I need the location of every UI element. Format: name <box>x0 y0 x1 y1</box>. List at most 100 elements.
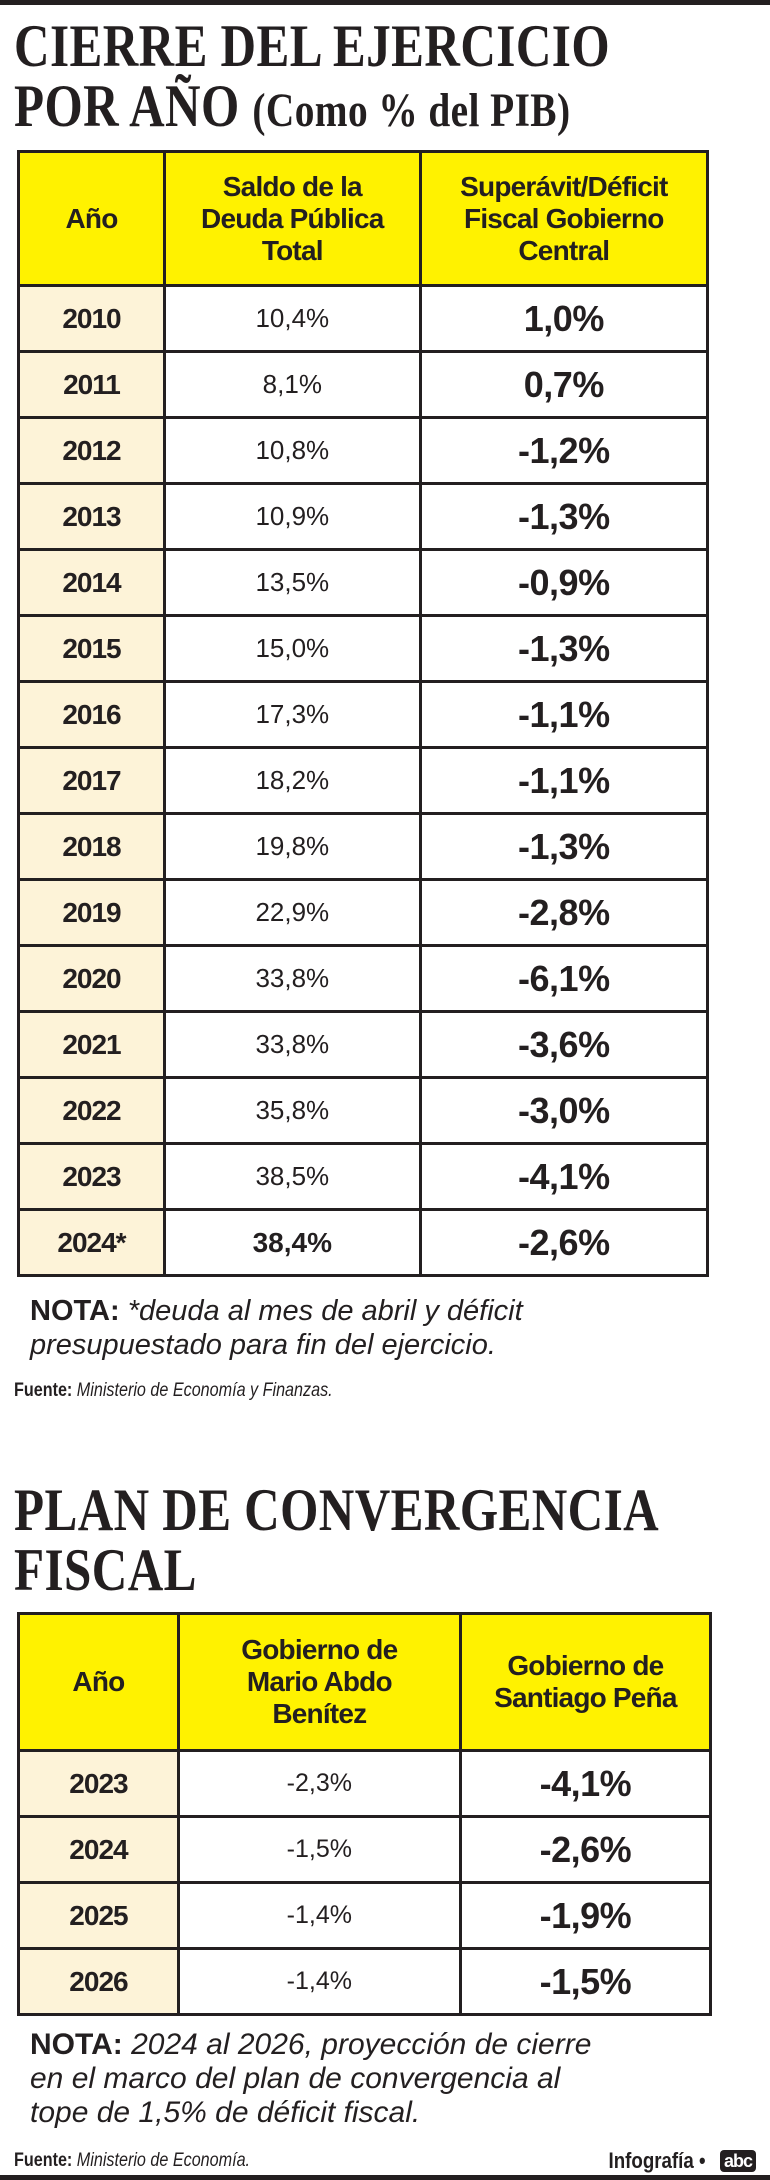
year-cell: 2011 <box>17 350 166 419</box>
value-cell: 19,8% <box>162 812 422 881</box>
value-cell: 10,8% <box>162 416 422 485</box>
year-cell: 2019 <box>17 878 166 947</box>
table-row: 2014 13,5% -0,9% <box>17 548 710 617</box>
table2-note: NOTA: 2024 al 2026, proyección de cierre… <box>30 2028 591 2130</box>
table-row: 2010 10,4% 1,0% <box>17 284 710 353</box>
table-row: 2025 -1,4% -1,9% <box>17 1881 713 1950</box>
table2-title-line1: PLAN DE CONVERGENCIA <box>14 1477 660 1543</box>
note-text: en el marco del plan de convergencia al <box>30 2062 561 2095</box>
value-cell: 10,9% <box>162 482 422 551</box>
table-row: 2011 8,1% 0,7% <box>17 350 710 419</box>
year-cell: 2015 <box>17 614 166 683</box>
table1-title-line1: CIERRE DEL EJERCICIO <box>14 13 611 79</box>
year-cell: 2021 <box>17 1010 166 1079</box>
value-cell: -2,3% <box>176 1749 462 1818</box>
bottom-rule <box>0 2175 770 2180</box>
value-cell: 38,5% <box>162 1142 422 1211</box>
balance-cell: 1,0% <box>418 284 710 353</box>
balance-cell: -2,6% <box>458 1815 713 1884</box>
header-pena: Gobierno de Santiago Peña <box>458 1612 713 1752</box>
year-cell: 2026 <box>17 1947 180 2016</box>
header-year: Año <box>17 1612 180 1752</box>
table1-source: Fuente: Ministerio de Economía y Finanza… <box>14 1380 333 1402</box>
header-debt: Saldo de la Deuda Pública Total <box>162 150 422 287</box>
source-text: Ministerio de Economía. <box>76 2150 251 2171</box>
credit-label: Infografía • <box>608 2148 706 2173</box>
table-row: 2012 10,8% -1,2% <box>17 416 710 485</box>
table-row: 2013 10,9% -1,3% <box>17 482 710 551</box>
top-rule <box>0 0 770 5</box>
balance-cell: -1,3% <box>418 482 710 551</box>
table-row: 2016 17,3% -1,1% <box>17 680 710 749</box>
value-cell: 38,4% <box>162 1208 422 1277</box>
note-text: presupuestado para fin del ejercicio. <box>30 1329 496 1361</box>
table-row: 2018 19,8% -1,3% <box>17 812 710 881</box>
table-row: 2021 33,8% -3,6% <box>17 1010 710 1079</box>
year-cell: 2023 <box>17 1142 166 1211</box>
balance-cell: -3,6% <box>418 1010 710 1079</box>
table-row: 2024 -1,5% -2,6% <box>17 1815 713 1884</box>
value-cell: 10,4% <box>162 284 422 353</box>
balance-cell: -2,6% <box>418 1208 710 1277</box>
year-cell: 2013 <box>17 482 166 551</box>
table-row: 2015 15,0% -1,3% <box>17 614 710 683</box>
value-cell: 15,0% <box>162 614 422 683</box>
year-cell: 2010 <box>17 284 166 353</box>
table2-title-line2: FISCAL <box>14 1537 197 1603</box>
table-row: 2023 -2,3% -4,1% <box>17 1749 713 1818</box>
value-cell: 18,2% <box>162 746 422 815</box>
value-cell: 35,8% <box>162 1076 422 1145</box>
balance-cell: -1,3% <box>418 812 710 881</box>
year-cell: 2018 <box>17 812 166 881</box>
note-text: tope de 1,5% de déficit fiscal. <box>30 2096 421 2129</box>
value-cell: 17,3% <box>162 680 422 749</box>
balance-cell: -4,1% <box>458 1749 713 1818</box>
value-cell: 33,8% <box>162 1010 422 1079</box>
table-row: 2024* 38,4% -2,6% <box>17 1208 710 1277</box>
year-cell: 2024* <box>17 1208 166 1277</box>
year-cell: 2023 <box>17 1749 180 1818</box>
table-row: 2019 22,9% -2,8% <box>17 878 710 947</box>
balance-cell: -0,9% <box>418 548 710 617</box>
table-row: 2017 18,2% -1,1% <box>17 746 710 815</box>
balance-cell: -1,1% <box>418 680 710 749</box>
value-cell: 8,1% <box>162 350 422 419</box>
note-text: 2024 al 2026, proyección de cierre <box>131 2028 592 2061</box>
year-cell: 2012 <box>17 416 166 485</box>
value-cell: -1,5% <box>176 1815 462 1884</box>
balance-cell: -6,1% <box>418 944 710 1013</box>
note-label: NOTA: <box>30 2028 123 2061</box>
header-year: Año <box>17 150 166 287</box>
table2-source: Fuente: Ministerio de Economía. <box>14 2150 250 2172</box>
note-text: *deuda al mes de abril y déficit <box>127 1295 523 1327</box>
value-cell: 22,9% <box>162 878 422 947</box>
source-label: Fuente: <box>14 1380 73 1401</box>
balance-cell: -1,5% <box>458 1947 713 2016</box>
value-cell: -1,4% <box>176 1947 462 2016</box>
balance-cell: -4,1% <box>418 1142 710 1211</box>
year-cell: 2016 <box>17 680 166 749</box>
balance-cell: -1,1% <box>418 746 710 815</box>
value-cell: 13,5% <box>162 548 422 617</box>
table-row: 2026 -1,4% -1,5% <box>17 1947 713 2016</box>
balance-cell: -2,8% <box>418 878 710 947</box>
year-cell: 2017 <box>17 746 166 815</box>
year-cell: 2025 <box>17 1881 180 1950</box>
balance-cell: -1,2% <box>418 416 710 485</box>
value-cell: -1,4% <box>176 1881 462 1950</box>
abc-color-logo: abc <box>719 2150 756 2172</box>
balance-cell: -1,9% <box>458 1881 713 1950</box>
convergence-plan-table: Año Gobierno de Mario Abdo Benítez Gobie… <box>17 1612 713 2016</box>
year-cell: 2020 <box>17 944 166 1013</box>
year-cell: 2022 <box>17 1076 166 1145</box>
balance-cell: -1,3% <box>418 614 710 683</box>
title-main: POR AÑO <box>14 73 240 139</box>
table1-note: NOTA: *deuda al mes de abril y déficit p… <box>30 1294 523 1362</box>
title-subtitle: (Como % del PIB) <box>252 84 571 137</box>
year-cell: 2014 <box>17 548 166 617</box>
fiscal-close-table: Año Saldo de la Deuda Pública Total Supe… <box>17 150 710 1277</box>
table-row: 2020 33,8% -6,1% <box>17 944 710 1013</box>
table-row: 2023 38,5% -4,1% <box>17 1142 710 1211</box>
header-abdo: Gobierno de Mario Abdo Benítez <box>176 1612 462 1752</box>
table-row: 2022 35,8% -3,0% <box>17 1076 710 1145</box>
